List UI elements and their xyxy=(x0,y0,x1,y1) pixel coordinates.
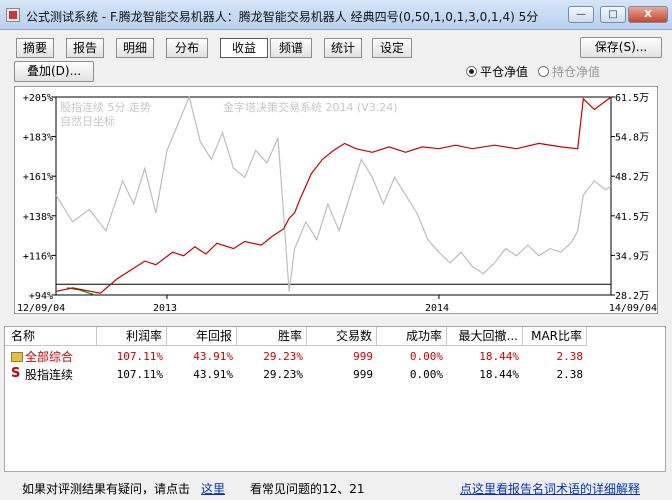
table-cell: 股指连续 xyxy=(25,368,74,382)
column-header[interactable]: 利润率 xyxy=(97,327,167,346)
column-header[interactable]: MAR比率 xyxy=(523,327,587,346)
title-bar: 公式测试系统 - F.腾龙智能交易机器人：腾龙智能交易机器人 经典四号(0,50… xyxy=(0,0,672,30)
minimize-button[interactable]: — xyxy=(568,6,594,23)
tab-detail[interactable]: 明细 xyxy=(116,38,154,58)
maximize-button[interactable]: □ xyxy=(600,6,626,23)
radio-flat-label: 平仓净值 xyxy=(480,65,529,79)
left-tick-label: +138% xyxy=(23,212,53,223)
table-cell: 43.91% xyxy=(193,350,233,363)
returns-chart: +205% +183% +161% +138% +116% +94% 61.5万 54.8万 4… xyxy=(14,86,658,314)
radio-flat-nav[interactable]: 平仓净值 xyxy=(466,65,528,79)
window-title: 公式测试系统 - F.腾龙智能交易机器人：腾龙智能交易机器人 经典四号(0,50… xyxy=(26,10,539,24)
right-tick-label: 41.5万 xyxy=(615,212,649,223)
table-cell: 29.23% xyxy=(263,368,303,381)
x-label-2013: 2013 xyxy=(153,303,177,314)
series-line xyxy=(67,287,95,296)
tab-spectrum[interactable]: 频谱 xyxy=(270,38,312,58)
tab-returns[interactable]: 收益 xyxy=(220,38,268,58)
left-tick-label: +161% xyxy=(23,172,53,183)
table-cell: 0.00% xyxy=(409,350,443,363)
left-tick-label: +183% xyxy=(23,133,53,144)
table-cell: 2.38 xyxy=(556,368,584,381)
close-button[interactable]: X xyxy=(628,6,668,23)
s-icon: S xyxy=(11,366,21,381)
tab-report[interactable]: 报告 xyxy=(66,38,104,58)
faq-text: 看常见问题的12、21 xyxy=(250,482,365,496)
app-icon xyxy=(6,8,20,22)
table-cell: 全部综合 xyxy=(25,350,74,364)
overlay-text-system: 金字塔决策交易系统 2014 (V3.24) xyxy=(223,100,398,114)
tab-statistics[interactable]: 统计 xyxy=(324,38,362,58)
table-row[interactable]: 全部综合 107.11% 43.91% 29.23% 999 0.00% 18.44% 2.3… xyxy=(5,348,587,366)
left-tick-label: +94% xyxy=(29,291,53,302)
table-cell: 107.11% xyxy=(116,368,163,381)
table-cell: 43.91% xyxy=(193,368,233,381)
right-tick-label: 34.9万 xyxy=(615,251,649,262)
column-header[interactable]: 名称 xyxy=(5,327,97,346)
results-table: 名称 利润率 年回报 胜率 交易数 成功率 最大回撤... MAR比率 全部综合 107.11%… xyxy=(4,326,666,472)
table-cell: 18.44% xyxy=(479,368,519,381)
table-cell: 999 xyxy=(353,350,373,363)
left-tick-label: +205% xyxy=(23,93,53,104)
column-header[interactable]: 年回报 xyxy=(167,327,237,346)
column-header[interactable]: 最大回撤... xyxy=(447,327,523,346)
x-label-2014: 2014 xyxy=(425,303,449,314)
glossary-link[interactable]: 点这里看报告名词术语的详细解释 xyxy=(460,482,641,496)
overlay-text-series: 股指连续 5分 走势 xyxy=(60,100,151,114)
tab-summary[interactable]: 摘要 xyxy=(16,38,54,58)
column-header[interactable]: 胜率 xyxy=(237,327,307,346)
tab-distribution[interactable]: 分布 xyxy=(166,38,208,58)
footer-question-text: 如果对评测结果有疑问，请点击 xyxy=(22,482,191,496)
tab-settings[interactable]: 设定 xyxy=(372,38,412,58)
column-header[interactable]: 成功率 xyxy=(377,327,447,346)
radio-hold-label: 持仓净值 xyxy=(552,65,601,79)
table-cell: 999 xyxy=(353,368,373,381)
table-row[interactable]: S 股指连续 107.11% 43.91% 29.23% 999 0.00% 18.44% 2.… xyxy=(5,366,587,384)
x-label-end: 14/09/04 xyxy=(609,303,657,314)
x-label-start: 12/09/04 xyxy=(17,303,65,314)
right-tick-label: 48.2万 xyxy=(615,172,649,183)
chart-svg: +205% +183% +161% +138% +116% +94% 61.5万 54.8万 4… xyxy=(17,93,657,314)
radio-unselected-icon xyxy=(538,66,549,77)
folder-icon xyxy=(11,352,23,362)
here-link[interactable]: 这里 xyxy=(201,482,226,496)
right-tick-label: 61.5万 xyxy=(615,93,649,104)
save-button[interactable]: 保存(S)... xyxy=(580,37,662,58)
table-cell: 18.44% xyxy=(479,350,519,363)
right-tick-label: 28.2万 xyxy=(615,291,649,302)
overlay-button[interactable]: 叠加(D)... xyxy=(14,61,94,82)
table-cell: 29.23% xyxy=(263,350,303,363)
table-cell: 0.00% xyxy=(409,368,443,381)
column-header[interactable]: 交易数 xyxy=(307,327,377,346)
overlay-text-axis: 自然日坐标 xyxy=(60,114,115,128)
radio-hold-nav: 持仓净值 xyxy=(538,65,600,79)
series-line xyxy=(55,96,612,294)
table-cell: 2.38 xyxy=(556,350,584,363)
right-tick-label: 54.8万 xyxy=(615,133,649,144)
table-cell: 107.11% xyxy=(116,350,163,363)
left-tick-label: +116% xyxy=(23,251,53,262)
radio-selected-icon xyxy=(466,66,477,77)
series-line xyxy=(55,95,612,292)
